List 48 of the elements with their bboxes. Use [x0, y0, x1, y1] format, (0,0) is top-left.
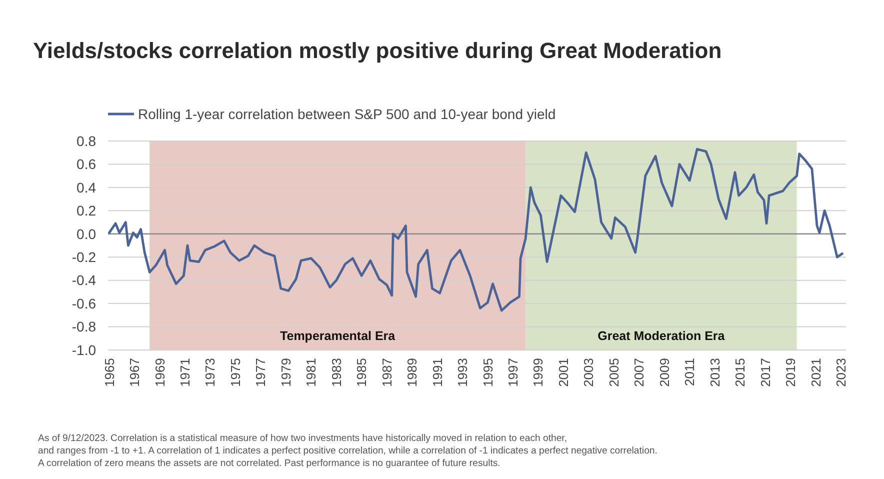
x-tick-label: 2005 — [606, 358, 622, 387]
line-series — [108, 148, 844, 312]
y-tick-label: -0.6 — [72, 295, 96, 312]
text: A correlation of zero means the assets are not correlated. Past performance is no guarantee of future results. — [38, 458, 500, 469]
y-tick-label: 0.6 — [76, 156, 96, 172]
x-tick-label: 1987 — [379, 358, 394, 387]
text: and ranges from -1 to +1. A correlation of 1 indicates a perfect positive correlation, while a correlation of -1 indicates a perfect negative correlation. — [38, 446, 658, 456]
y-tick-label: -1.0 — [72, 342, 96, 358]
y-tick-label: 0.4 — [76, 179, 96, 196]
band-label: Great Moderation Era — [598, 329, 726, 343]
x-tick-label: 2001 — [556, 358, 571, 387]
x-tick-label: 1969 — [152, 358, 168, 387]
y-tick-label: -0.8 — [72, 318, 96, 335]
x-tick-label: 1995 — [480, 358, 496, 387]
x-tick-label: 1971 — [178, 358, 193, 387]
x-tick-label: 1977 — [253, 358, 268, 387]
y-tick-label: 0.2 — [76, 202, 96, 219]
x-tick-label: 2003 — [581, 358, 596, 387]
y-tick-label: 0.0 — [76, 226, 96, 242]
x-tick-label: 1999 — [530, 358, 546, 387]
x-tick-label: 2015 — [732, 358, 748, 387]
x-tick-label: 1983 — [328, 358, 344, 387]
x-tick-label: 2017 — [758, 358, 773, 387]
x-tick-label: 1989 — [404, 358, 420, 387]
y-tick-label: -0.2 — [72, 249, 96, 266]
x-tick-label: 2013 — [707, 358, 722, 387]
x-tick-label: 1973 — [202, 358, 218, 387]
x-tick-label: 1997 — [506, 358, 521, 387]
x-tick-label: 2019 — [783, 358, 798, 387]
chart-title: Yields/stocks correlation mostly positive during Great Moderation — [33, 38, 722, 63]
y-tick-label: 0.8 — [76, 132, 96, 149]
x-tick-label: 1985 — [354, 358, 370, 387]
legend-label: Rolling 1-year correlation between S&P 500 and 10-year bond yield — [138, 106, 556, 122]
x-tick-label: 2009 — [656, 358, 672, 387]
x-tick-label: 1965 — [102, 358, 117, 387]
x-tick-label: 2007 — [632, 358, 647, 387]
x-tick-label: 1981 — [304, 358, 319, 387]
text: As of 9/12/2023. Correlation is a statistical measure of how two investments have historically moved in relation to each other, — [38, 433, 567, 444]
x-tick-label: 2023 — [834, 358, 849, 387]
x-tick-label: 1993 — [455, 358, 470, 387]
x-tick-label: 2011 — [682, 358, 698, 386]
y-tick-label: -0.4 — [72, 272, 96, 288]
x-tick-label: 1991 — [430, 358, 445, 387]
band-label: Temperamental Era — [280, 329, 396, 343]
x-tick-label: 2021 — [808, 358, 824, 387]
x-tick-label: 1967 — [127, 358, 142, 387]
x-tick-label: 1979 — [278, 358, 294, 387]
x-tick-label: 1975 — [228, 358, 243, 387]
